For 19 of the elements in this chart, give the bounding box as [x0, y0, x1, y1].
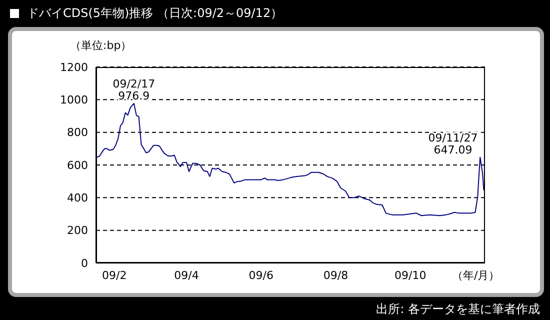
x-tick-label: 09/4: [174, 268, 199, 282]
y-axis-title: （単位:bp）: [70, 38, 132, 53]
y-tick-label: 0: [81, 256, 88, 270]
y-tick-label: 400: [67, 192, 88, 205]
y-tick-label: 800: [67, 126, 88, 140]
x-tick-label: 09/10: [394, 268, 426, 282]
chart-title: ドバイCDS(5年物)推移 （日次:09/2～09/12）: [27, 5, 283, 22]
y-tick-label: 1200: [60, 60, 88, 74]
x-axis-title: （年/月）: [452, 268, 500, 283]
annotation: 09/11/27 647.09: [428, 131, 478, 156]
x-tick-label: 09/8: [323, 268, 348, 282]
x-tick-label: 09/2: [102, 268, 127, 282]
annotation: 09/2/17 976.9: [112, 77, 156, 102]
y-tick-label: 600: [67, 158, 88, 172]
text: 出所: 各データを基に筆者作成: [376, 301, 540, 318]
x-tick-label: 09/6: [248, 268, 274, 282]
y-tick-label: 1000: [60, 94, 88, 107]
y-tick-label: 200: [67, 224, 88, 238]
line-series: [96, 102, 484, 216]
